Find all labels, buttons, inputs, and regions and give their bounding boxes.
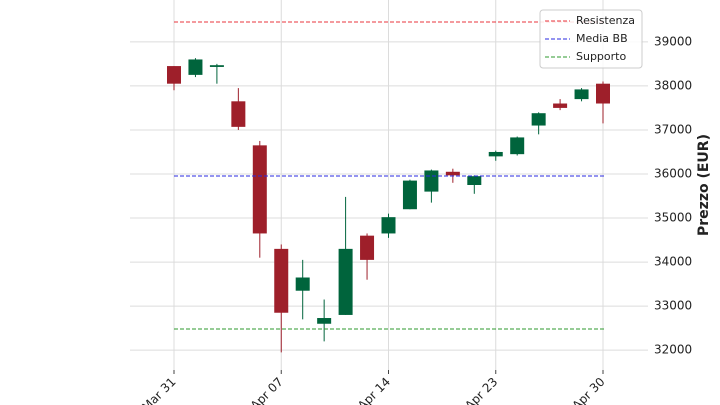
candle-body: [531, 113, 546, 126]
candle-body: [188, 59, 203, 75]
legend-label: Media BB: [576, 32, 628, 45]
candle-body: [252, 145, 267, 234]
candle-body: [574, 89, 589, 100]
x-tick-label: Apr 23: [462, 375, 500, 405]
legend-label: Resistenza: [576, 14, 635, 27]
candle-body: [510, 137, 525, 155]
candle-body: [231, 101, 246, 127]
candle-body: [424, 170, 439, 192]
legend-label: Supporto: [576, 50, 626, 63]
candle-body: [596, 83, 610, 104]
y-tick-label: 32000: [654, 343, 692, 357]
candle-body: [445, 171, 460, 176]
candle-body: [553, 103, 568, 108]
y-tick-label: 36000: [654, 166, 692, 180]
candle-body: [274, 248, 289, 313]
candle-body: [167, 66, 181, 84]
y-tick-label: 38000: [654, 78, 692, 92]
candle-body: [338, 248, 353, 315]
candle-body: [317, 318, 332, 324]
y-tick-label: 33000: [654, 299, 692, 313]
x-tick-label: Apr 07: [248, 375, 286, 405]
candle-body: [295, 277, 310, 291]
y-tick-label: 34000: [654, 255, 692, 269]
candle-body: [381, 217, 396, 234]
x-tick-label: Apr 14: [355, 375, 393, 405]
candle-body: [209, 65, 224, 67]
y-tick-label: 35000: [654, 211, 692, 225]
y-tick-label: 39000: [654, 34, 692, 48]
candle-body: [467, 176, 482, 185]
candle-body: [488, 151, 503, 157]
candle-body: [402, 180, 417, 210]
y-tick-label: 37000: [654, 122, 692, 136]
x-tick-label: Apr 30: [570, 375, 608, 405]
candle-body: [360, 235, 375, 260]
x-tick-label: Mar 31: [139, 375, 178, 405]
y-axis-label: Prezzo (EUR): [696, 134, 712, 236]
legend-box: [539, 9, 643, 69]
